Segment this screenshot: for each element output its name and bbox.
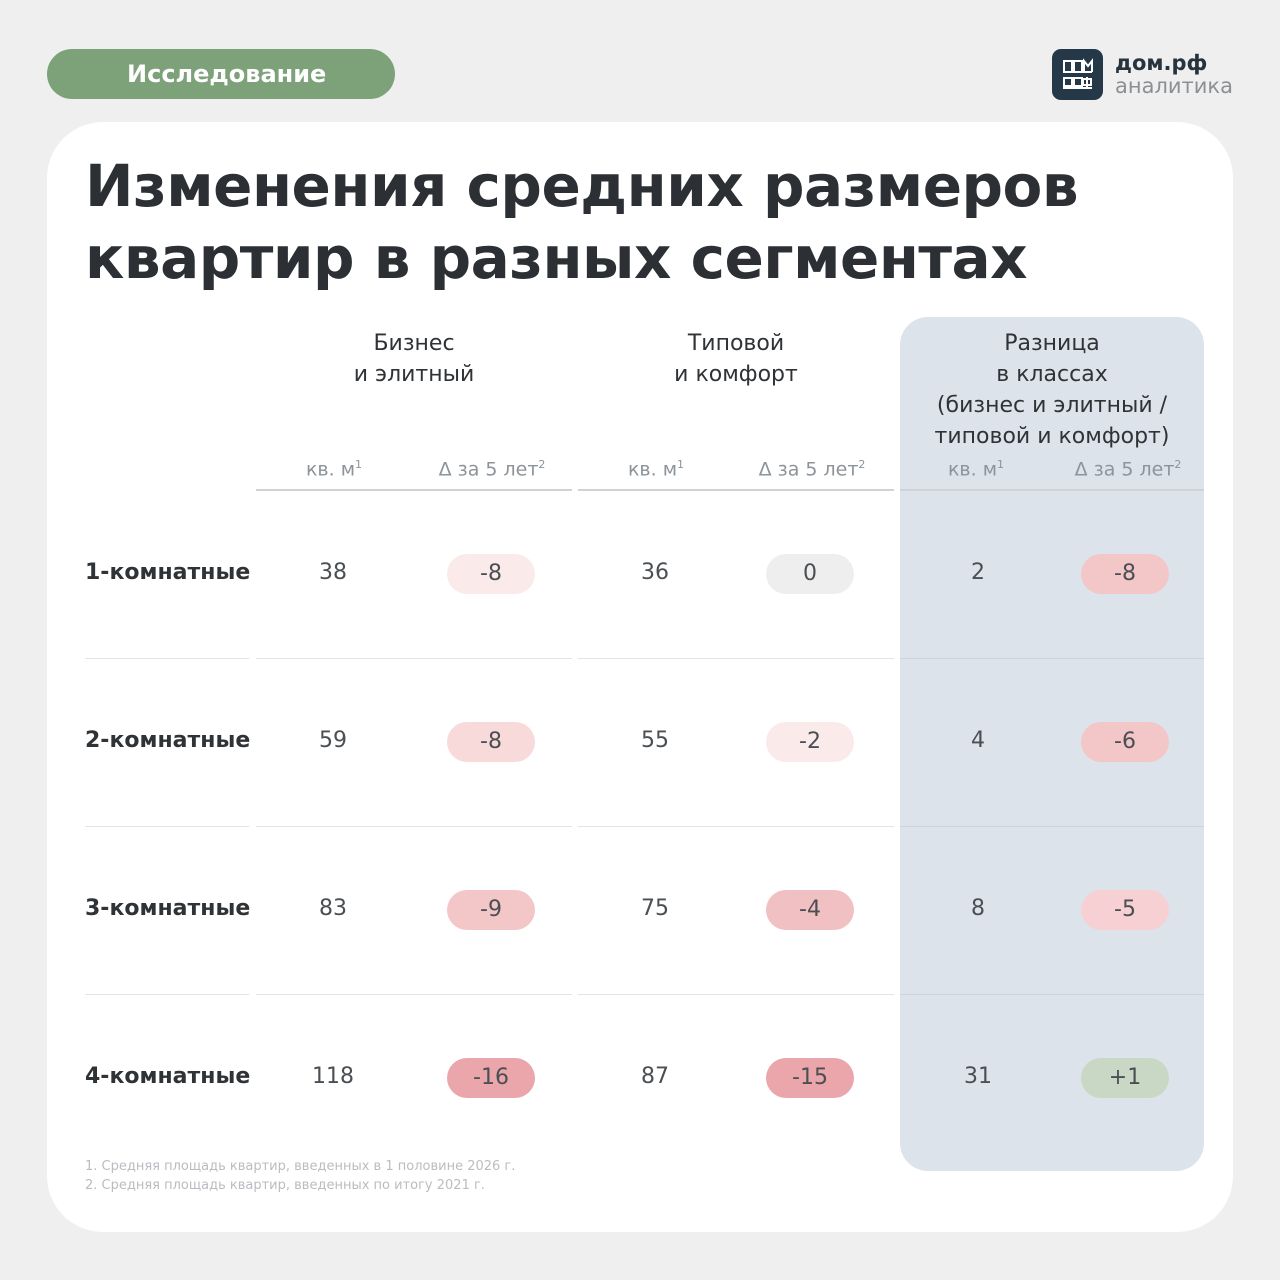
row-divider bbox=[256, 826, 572, 827]
diff-area-2-room: 4 bbox=[971, 728, 985, 753]
diff-area-1-room: 2 bbox=[971, 560, 985, 585]
row-divider bbox=[578, 658, 894, 659]
row-divider bbox=[900, 658, 1204, 659]
typical-delta-badge: -4 bbox=[766, 890, 854, 930]
diff-delta-badge: +1 bbox=[1081, 1058, 1169, 1098]
business-delta-badge: -16 bbox=[447, 1058, 535, 1098]
page-title: Изменения средних размеров квартир в раз… bbox=[85, 150, 1085, 294]
footnote-1: 1. Средняя площадь квартир, введенных в … bbox=[85, 1159, 516, 1174]
typical-area-4-room: 87 bbox=[641, 1064, 669, 1089]
business-delta-badge: -8 bbox=[447, 722, 535, 762]
header-divider bbox=[900, 489, 1204, 491]
logo-name: дом.рф bbox=[1115, 51, 1208, 75]
header-divider bbox=[256, 489, 572, 491]
row-divider bbox=[900, 994, 1204, 995]
group-header-difference: Разница в классах (бизнес и элитный / ти… bbox=[934, 331, 1170, 449]
row-divider bbox=[256, 994, 572, 995]
title-line-2: квартир в разных сегментах bbox=[85, 224, 1028, 292]
row-divider bbox=[900, 826, 1204, 827]
subheader-diff-delta: Δ за 5 лет2 bbox=[1074, 458, 1182, 481]
row-divider bbox=[85, 826, 249, 827]
typical-area-3-room: 75 bbox=[641, 896, 669, 921]
business-delta-badge: -9 bbox=[447, 890, 535, 930]
typical-delta-badge: -15 bbox=[766, 1058, 854, 1098]
row-divider bbox=[256, 658, 572, 659]
typical-area-2-room: 55 bbox=[641, 728, 669, 753]
footnote-2: 2. Средняя площадь квартир, введенных по… bbox=[85, 1178, 485, 1193]
row-divider bbox=[85, 994, 249, 995]
subheader-diff-area: кв. м1 bbox=[947, 458, 1005, 481]
diff-area-4-room: 31 bbox=[964, 1064, 992, 1089]
typical-delta-badge: -2 bbox=[766, 722, 854, 762]
domrf-logo: дом.рф аналитика bbox=[1052, 49, 1252, 101]
diff-delta-badge: -6 bbox=[1081, 722, 1169, 762]
diff-area-3-room: 8 bbox=[971, 896, 985, 921]
row-label-4-room: 4-комнатные bbox=[85, 1064, 251, 1089]
subheader-typical-delta: Δ за 5 лет2 bbox=[758, 458, 866, 481]
business-area-4-room: 118 bbox=[312, 1064, 354, 1089]
subheader-business-area: кв. м1 bbox=[305, 458, 363, 481]
row-label-2-room: 2-комнатные bbox=[85, 728, 251, 753]
diff-delta-badge: -8 bbox=[1081, 554, 1169, 594]
row-label-1-room: 1-комнатные bbox=[85, 560, 251, 585]
row-divider bbox=[578, 994, 894, 995]
typical-delta-badge: 0 bbox=[766, 554, 854, 594]
title-line-1: Изменения средних размеров bbox=[85, 152, 1079, 220]
domrf-logo-icon bbox=[1052, 49, 1103, 100]
row-divider bbox=[578, 826, 894, 827]
row-label-3-room: 3-комнатные bbox=[85, 896, 251, 921]
business-delta-badge: -8 bbox=[447, 554, 535, 594]
diff-delta-badge: -5 bbox=[1081, 890, 1169, 930]
group-header-business: Бизнес и элитный bbox=[353, 331, 475, 387]
header-divider bbox=[578, 489, 894, 491]
row-divider bbox=[85, 658, 249, 659]
group-header-typical: Типовой и комфорт bbox=[674, 331, 798, 387]
business-area-2-room: 59 bbox=[319, 728, 347, 753]
research-tag: Исследование bbox=[47, 49, 395, 99]
subheader-typical-area: кв. м1 bbox=[627, 458, 685, 481]
business-area-1-room: 38 bbox=[319, 560, 347, 585]
typical-area-1-room: 36 bbox=[641, 560, 669, 585]
business-area-3-room: 83 bbox=[319, 896, 347, 921]
logo-subtitle: аналитика bbox=[1115, 74, 1233, 98]
subheader-business-delta: Δ за 5 лет2 bbox=[438, 458, 546, 481]
